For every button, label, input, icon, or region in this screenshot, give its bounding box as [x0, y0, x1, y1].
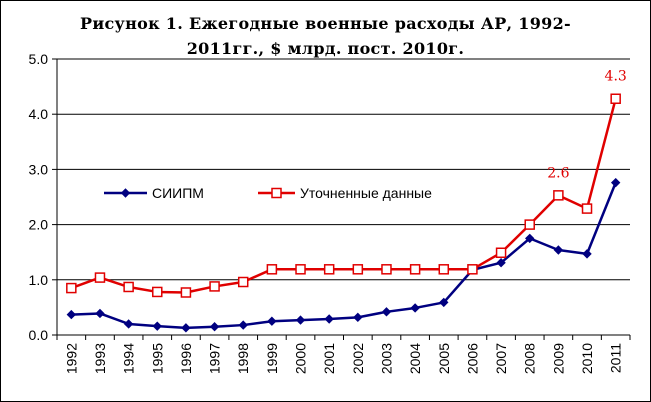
- data-point-series-2: [94, 272, 106, 283]
- x-tick-label: 2005: [436, 343, 452, 374]
- legend-label: Уточненные данные: [300, 185, 432, 201]
- data-point-series-1: [123, 319, 134, 329]
- x-tick-label: 2006: [464, 343, 480, 374]
- data-point-series-2: [295, 264, 306, 275]
- data-point-series-2: [352, 264, 364, 275]
- data-point-series-2: [610, 93, 621, 104]
- data-point-series-2: [266, 264, 278, 275]
- chart-title-line-2: 2011гг., $ млрд. пост. 2010г.: [186, 39, 465, 58]
- data-point-series-1: [439, 297, 449, 308]
- data-point-series-2: [409, 264, 421, 275]
- x-tick-label: 1997: [207, 343, 223, 374]
- x-tick-label: 2001: [321, 343, 337, 374]
- data-point-series-2: [553, 190, 564, 201]
- chart-title: Рисунок 1. Ежегодные военные расходы АР,…: [1, 11, 650, 61]
- x-tick-label: 2009: [550, 343, 566, 374]
- data-point-series-1: [381, 307, 392, 317]
- data-label: 2.6: [547, 165, 569, 181]
- y-tick-label: 0.0: [29, 327, 49, 343]
- x-tick-label: 2002: [350, 343, 366, 374]
- data-point-series-1: [353, 312, 363, 323]
- x-tick-label: 1993: [92, 343, 108, 374]
- x-tick-label: 1994: [121, 343, 137, 374]
- data-point-series-2: [524, 219, 535, 230]
- x-tick-label: 2000: [293, 343, 309, 374]
- data-point-series-1: [525, 233, 535, 244]
- chart-title-line-1: Рисунок 1. Ежегодные военные расходы АР,…: [80, 14, 571, 33]
- x-tick-label: 1992: [63, 343, 79, 374]
- data-point-series-2: [123, 281, 134, 293]
- data-point-series-1: [209, 322, 220, 332]
- series-line-1: [71, 182, 617, 330]
- x-tick-label: 2003: [378, 343, 394, 374]
- data-point-series-2: [323, 264, 335, 275]
- legend-marker: [120, 188, 131, 198]
- data-point-series-1: [410, 303, 420, 313]
- data-point-series-1: [152, 321, 162, 331]
- x-tick-label: 1995: [149, 343, 165, 374]
- y-tick-label: 5.0: [29, 51, 49, 67]
- data-point-series-2: [438, 264, 450, 275]
- x-tick-label: 1996: [178, 343, 194, 374]
- data-point-series-2: [495, 247, 507, 259]
- data-point-series-1: [95, 308, 105, 319]
- data-point-series-2: [467, 264, 478, 275]
- data-point-series-1: [553, 245, 564, 255]
- legend-marker: [271, 187, 282, 199]
- x-tick-label: 2007: [493, 343, 509, 374]
- data-point-series-2: [381, 264, 392, 275]
- data-point-series-1: [582, 249, 592, 259]
- data-point-series-1: [610, 177, 621, 188]
- y-tick-label: 1.0: [29, 272, 49, 288]
- data-point-series-2: [237, 276, 249, 288]
- data-point-series-2: [66, 282, 77, 294]
- data-point-series-2: [152, 286, 163, 298]
- y-tick-label: 4.0: [29, 106, 49, 122]
- data-point-series-1: [295, 315, 306, 325]
- data-point-series-1: [66, 309, 77, 320]
- data-point-series-1: [238, 320, 248, 330]
- y-tick-label: 2.0: [29, 217, 49, 233]
- data-point-series-1: [324, 314, 334, 324]
- data-point-series-2: [180, 287, 192, 298]
- data-point-series-2: [581, 203, 593, 214]
- data-label: 4.3: [605, 69, 627, 85]
- x-tick-label: 2010: [579, 343, 595, 374]
- data-point-series-1: [267, 316, 277, 326]
- x-tick-label: 1998: [235, 343, 251, 374]
- data-point-series-1: [496, 257, 506, 268]
- y-tick-label: 3.0: [29, 161, 49, 177]
- x-tick-label: 2008: [522, 343, 538, 374]
- data-point-series-1: [181, 323, 191, 333]
- legend-label: СИИПМ: [152, 185, 204, 201]
- x-tick-label: 1999: [264, 343, 280, 374]
- data-point-series-2: [209, 281, 220, 292]
- x-tick-label: 2004: [407, 343, 423, 374]
- x-tick-label: 2011: [608, 343, 624, 373]
